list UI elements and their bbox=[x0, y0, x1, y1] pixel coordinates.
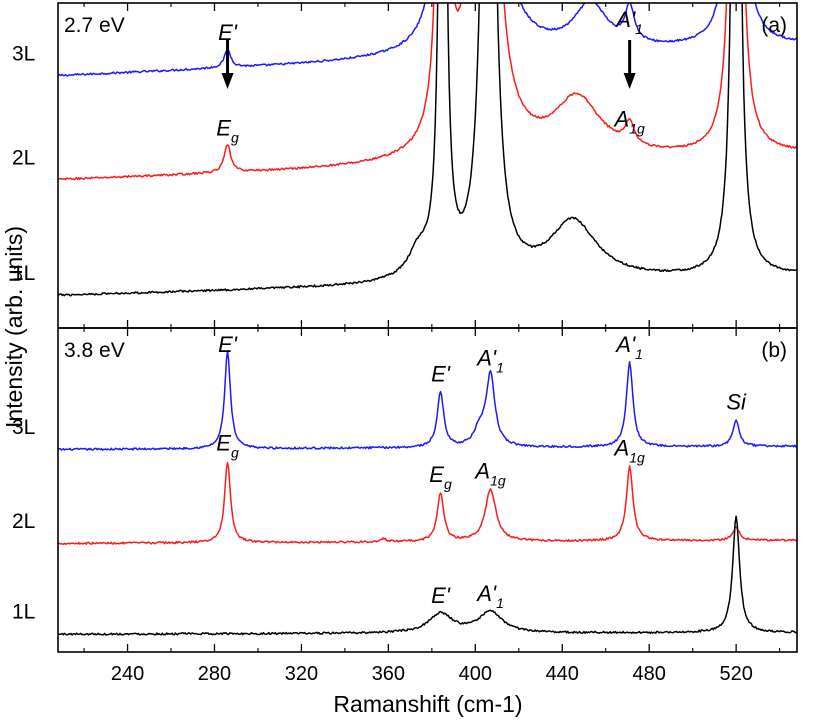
x-tick-label: 520 bbox=[719, 663, 752, 685]
x-tick-label: 480 bbox=[633, 663, 666, 685]
layer-label-1l: 1L bbox=[12, 601, 35, 624]
spectrum-3l-line bbox=[58, 3, 797, 77]
peak-label-2l-4: A1g bbox=[613, 435, 645, 465]
spectrum-2l-line bbox=[58, 461, 797, 546]
excitation-energy-label: 2.7 eV bbox=[64, 14, 125, 37]
layer-label-2l: 2L bbox=[12, 147, 35, 170]
spectrum-3l-line bbox=[58, 350, 797, 452]
x-tick-label: 280 bbox=[198, 663, 231, 685]
x-tick-label: 400 bbox=[459, 663, 492, 685]
peak-label-3l-3: A'1 bbox=[475, 345, 504, 375]
peak-label-3l-0: E' bbox=[218, 20, 238, 45]
spectrum-1l-line bbox=[58, 3, 797, 297]
panel-letter-label: (a) bbox=[761, 14, 787, 37]
peak-label-3l-1: E' bbox=[431, 362, 451, 387]
peak-label-3l-4: A'1 bbox=[614, 332, 643, 362]
peak-label-3l-5: A'1 bbox=[614, 7, 643, 37]
layer-label-2l: 2L bbox=[12, 510, 35, 533]
peak-label-1l-1: A'1 bbox=[475, 581, 504, 611]
y-axis-title: Intensity (arb. units) bbox=[1, 226, 27, 428]
peak-label-2l-3: A1g bbox=[473, 459, 505, 489]
layer-label-3l: 3L bbox=[12, 43, 35, 66]
layer-label-1l: 1L bbox=[12, 262, 35, 285]
excitation-energy-label: 3.8 eV bbox=[64, 339, 125, 362]
x-tick-label: 240 bbox=[111, 663, 144, 685]
peak-arrow-1 bbox=[623, 40, 636, 89]
peak-label-2l-2: Eg bbox=[429, 462, 452, 492]
plot-layer: 3L E' A'1 2L Eg A1g 1L 2.7 eV (a) 3L E' E' A'1 A'1 Si 2… bbox=[12, 2, 798, 685]
spectrum-1l-line bbox=[58, 515, 797, 636]
peak-label-3l-0: E' bbox=[218, 332, 238, 357]
peak-label-1l-0: E' bbox=[431, 583, 451, 608]
panel-frame bbox=[57, 327, 798, 653]
x-tick-label: 440 bbox=[546, 663, 579, 685]
layer-label-3l: 3L bbox=[12, 416, 35, 439]
x-tick-label: 320 bbox=[285, 663, 318, 685]
peak-arrow-0 bbox=[221, 40, 234, 89]
x-tick-label: 360 bbox=[372, 663, 405, 685]
panel-frame bbox=[57, 2, 798, 329]
panel-letter-label: (b) bbox=[761, 339, 787, 362]
spectrum-2l-line bbox=[58, 3, 797, 181]
peak-label-2l-0: Eg bbox=[216, 116, 239, 146]
x-axis-title: Ramanshift (cm-1) bbox=[333, 691, 522, 717]
peak-label-3l-5: Si bbox=[726, 390, 747, 415]
